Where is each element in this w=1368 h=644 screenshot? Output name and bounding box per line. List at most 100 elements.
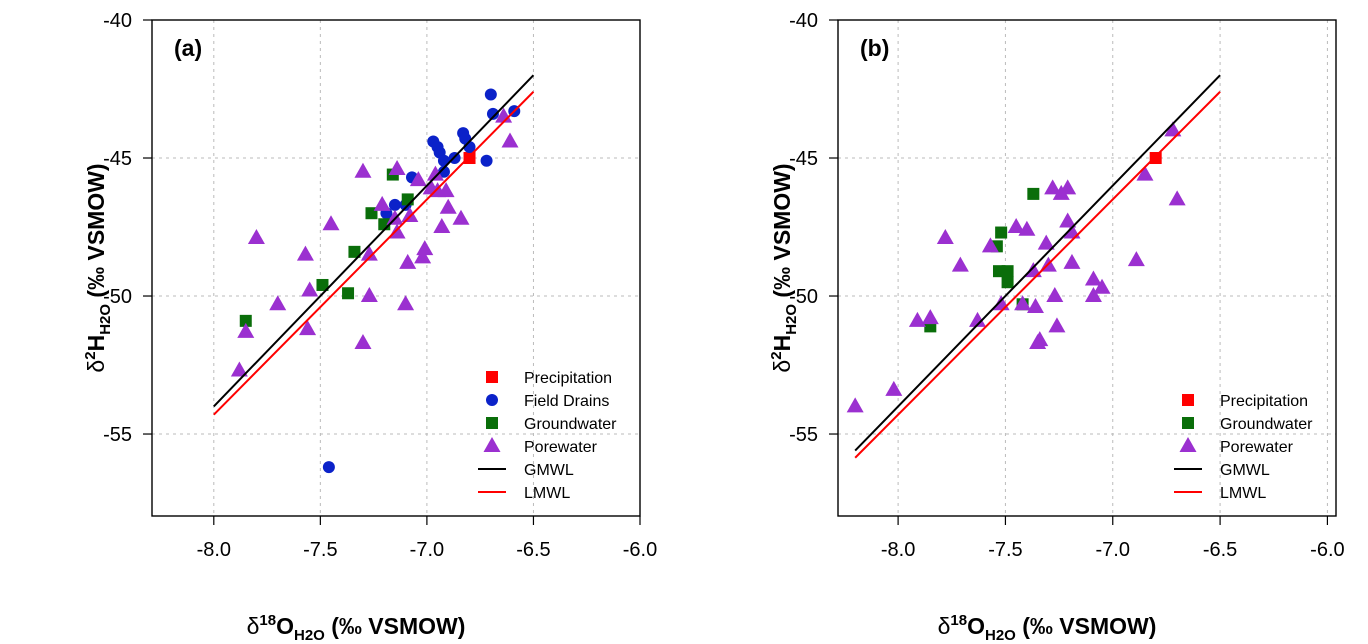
y-tick-label: -40 [103,10,132,32]
data-point [401,193,414,206]
data-point [1007,218,1025,234]
data-point [401,206,419,222]
legend-symbol [486,394,498,406]
panel-label: (b) [860,35,889,61]
data-point [437,165,450,178]
data-point [1018,220,1036,236]
x-tick-label: -7.0 [410,539,444,561]
data-point [1084,287,1102,303]
data-point [452,209,470,225]
x-tick-label: -8.0 [197,539,231,561]
data-point [409,171,427,187]
data-point [342,287,355,300]
data-point [416,240,434,256]
data-point [360,287,378,303]
y-tick-label: -55 [789,424,818,446]
label-part: δ [83,360,109,373]
legend-label: Precipitation [1220,393,1308,410]
data-point [239,314,252,327]
data-point [388,198,401,211]
data-point [1001,265,1014,278]
label-part: H [769,335,795,352]
data-point [414,248,432,264]
legend-label: LMWL [1220,485,1266,502]
data-point [969,311,987,327]
data-point [486,107,499,120]
data-point [846,397,864,413]
y-tick-label: -45 [103,148,132,170]
water-line [854,91,1221,459]
data-point [322,215,340,231]
x-axis-label: δ18OH2O (‰ VSMOW) [247,612,466,644]
data-point [1044,179,1062,195]
legend-label: Groundwater [524,416,617,433]
data-point [1029,333,1047,349]
legend-symbol [486,371,498,383]
data-point [1026,298,1044,314]
data-point [1024,262,1042,278]
legend-symbol [486,417,498,429]
data-point [1048,317,1066,333]
data-point [230,361,248,377]
water-line [213,74,535,408]
data-point [1164,121,1182,137]
data-point [981,237,999,253]
label-part: H2O [97,304,114,335]
data-point [1014,295,1032,311]
legend-label: Field Drains [524,393,609,410]
data-point [501,132,519,148]
x-tick-label: -8.0 [881,539,915,561]
data-point [426,165,444,181]
water-line [213,91,535,416]
data-point [296,245,314,261]
legend-label: LMWL [524,485,570,502]
data-point [437,182,455,198]
data-point [1063,253,1081,269]
x-tick-label: -6.5 [1203,539,1237,561]
data-point [992,295,1010,311]
data-point [463,152,476,165]
data-point [373,195,391,211]
data-point [247,229,265,245]
y-axis-label: δ2HH2O (‰ VSMOW) [768,163,800,372]
data-point [348,245,361,258]
y-tick-label: -50 [789,286,818,308]
data-point [1027,187,1040,200]
data-point [354,162,372,178]
legend-symbol [1182,417,1194,429]
legend-symbol [1179,437,1197,452]
label-part: H2O [985,627,1016,644]
data-point [1127,251,1145,267]
data-point [433,218,451,234]
label-part: H2O [294,627,325,644]
data-point [269,295,287,311]
data-point [439,198,457,214]
label-part: 2 [768,351,785,359]
data-point [299,320,317,336]
data-point [386,209,404,225]
data-point [885,380,903,396]
data-point [316,278,329,291]
x-tick-label: -6.5 [516,539,550,561]
data-point [388,160,406,176]
label-part: H [83,335,109,352]
data-point [484,88,497,101]
x-tick-label: -7.5 [303,539,337,561]
data-point [301,281,319,297]
y-tick-label: -55 [103,424,132,446]
label-part: δ [769,360,795,373]
data-point [908,311,926,327]
data-point [360,245,378,261]
data-point [1136,165,1154,181]
data-point [1093,278,1111,294]
legend-label: Porewater [524,439,598,456]
label-part: 2 [82,351,99,359]
label-part: δ [938,613,951,639]
x-tick-label: -7.0 [1096,539,1130,561]
legend-symbol [483,437,501,452]
legend-label: GMWL [1220,462,1270,479]
panel-label: (a) [174,35,202,61]
y-tick-label: -50 [103,286,132,308]
label-part: (‰ VSMOW) [1016,613,1157,639]
